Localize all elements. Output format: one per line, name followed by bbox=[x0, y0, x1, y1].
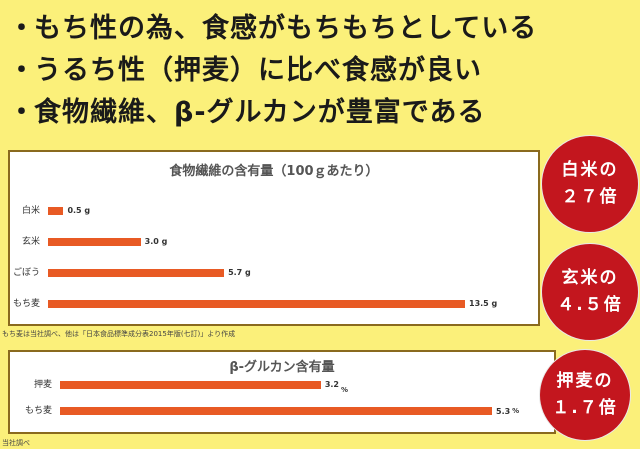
bullet-list: ・もち性の為、食感がもちもちとしている ・うるち性（押麦）に比べ食感が良い ・食… bbox=[8, 8, 537, 134]
bar bbox=[48, 300, 465, 308]
bar bbox=[48, 207, 64, 215]
fiber-chart-panel: 食物繊維の含有量（100ｇあたり） 白米 0.5 g 玄米 3.0 g ごぼう 5.7 g… bbox=[8, 150, 540, 326]
badge-vs-white-rice: 白米の ２７倍 bbox=[542, 136, 638, 232]
bullet-item: ・うるち性（押麦）に比べ食感が良い bbox=[8, 55, 482, 86]
bar-value-label: 3.2% bbox=[324, 380, 349, 394]
bar-category-label: ごぼう bbox=[12, 268, 40, 278]
bar bbox=[60, 381, 321, 389]
bar bbox=[60, 407, 492, 415]
bar-row: もち麦 13.5 g bbox=[10, 297, 538, 311]
betaglucan-chart-panel: β-グルカン含有量 押麦 3.2% もち麦 5.3% bbox=[8, 350, 556, 434]
bar-category-label: もち麦 bbox=[12, 299, 40, 309]
bar-row: 白米 0.5 g bbox=[10, 204, 538, 218]
badge-vs-pressed-barley: 押麦の １.７倍 bbox=[540, 350, 630, 440]
bar-row: ごぼう 5.7 g bbox=[10, 266, 538, 280]
bar-category-label: 白米 bbox=[21, 206, 40, 216]
badge-vs-brown-rice: 玄米の ４.５倍 bbox=[542, 244, 638, 340]
betaglucan-chart-title: β-グルカン含有量 bbox=[229, 360, 335, 375]
bar-value-label: 5.3% bbox=[496, 407, 520, 416]
bar-category-label: 押麦 bbox=[33, 380, 52, 390]
bullet-item: ・食物繊維、β-グルカンが豊富である bbox=[8, 97, 486, 128]
bar-value-label: 3.0 g bbox=[144, 237, 168, 246]
bullet-item: ・もち性の為、食感がもちもちとしている bbox=[8, 13, 538, 44]
betaglucan-source-note: 当社調べ bbox=[2, 439, 30, 447]
bar bbox=[48, 238, 141, 246]
bar-value-label: 5.7 g bbox=[228, 268, 251, 277]
bar-value-unit: % bbox=[512, 407, 520, 415]
bar-value-label: 0.5 g bbox=[67, 206, 91, 215]
bar-category-label: もち麦 bbox=[24, 406, 52, 416]
bar-row: 玄米 3.0 g bbox=[10, 235, 538, 249]
bar-row: もち麦 5.3% bbox=[10, 404, 554, 418]
bar bbox=[48, 269, 225, 277]
bar-value-unit: % bbox=[341, 386, 349, 394]
fiber-chart-title: 食物繊維の含有量（100ｇあたり） bbox=[169, 164, 379, 179]
bar-category-label: 玄米 bbox=[21, 237, 40, 247]
bar-value-label: 13.5 g bbox=[469, 299, 498, 308]
bar-row: 押麦 3.2% bbox=[10, 378, 554, 394]
fiber-source-note: もち麦は当社調べ、他は「日本食品標準成分表2015年版(七訂)」より作成 bbox=[2, 330, 236, 338]
